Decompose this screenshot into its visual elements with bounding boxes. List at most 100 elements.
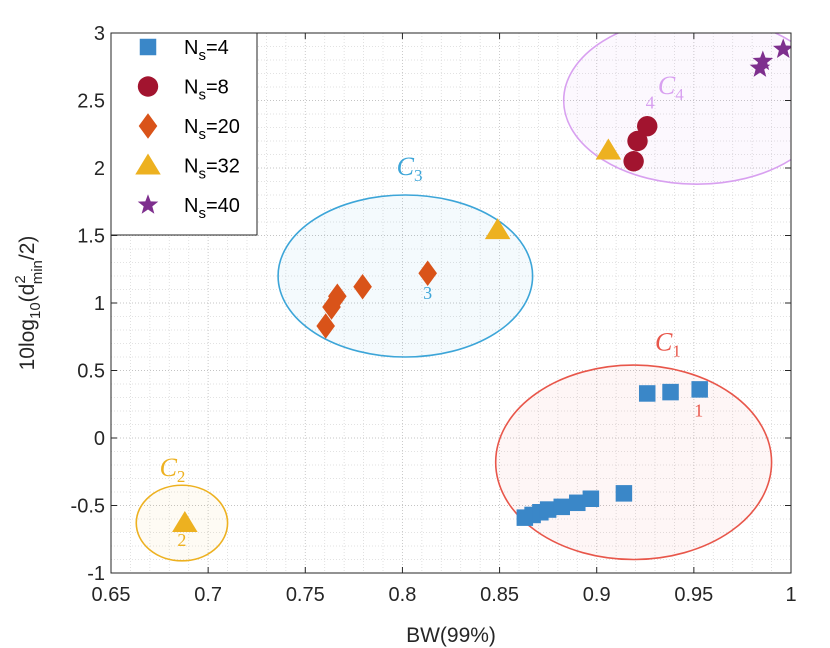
y-axis-title-lead: 10log [16,319,39,370]
data-point-diamond [322,294,341,320]
y-tick-label: 0.5 [77,361,105,383]
legend-marker-star [137,194,159,214]
legend-label-main: N [184,116,198,138]
legend-label-value: =4 [206,37,229,59]
series-star [749,38,791,77]
series-circle [623,115,658,172]
data-point-diamond [353,274,372,300]
data-series [172,38,791,533]
data-point-square [553,498,570,516]
x-tick-label: 0.7 [194,584,222,606]
data-point-triangle [484,218,511,240]
cluster-label-letter: C [160,453,178,482]
y-tick-label: 1.5 [77,226,105,248]
data-point-triangle [595,138,622,160]
data-point-square [615,485,633,502]
cluster-point-label-4: 4 [646,93,655,113]
data-point-star [752,50,774,71]
cluster-label-subscript: 3 [414,166,423,185]
data-point-circle [627,130,648,152]
axis-ticks: 0.65 0.7 0.75 0.8 0.85 0.9 0.95 1 -1 -0.5 0 0.5 1 1.5… [71,23,797,606]
x-tick-label: 0.8 [389,584,417,606]
y-axis-title-sub: 10 [27,302,44,319]
cluster-ellipse-4 [562,33,791,185]
cluster-ellipse-1 [494,364,773,561]
y-tick-label: 0 [94,428,105,450]
legend-entry-label: Ns=4 [184,37,229,64]
data-point-diamond [316,313,335,339]
legend-entry-label: Ns=20 [184,116,240,143]
legend-entry-label: Ns=8 [184,77,229,104]
legend-label-sub: s [198,166,206,183]
y-axis-title-sub-min: min [29,260,46,284]
x-tick-label: 1 [785,584,796,606]
x-tick-label: 0.9 [583,584,611,606]
legend-box [110,32,258,236]
legend-marker-square [139,38,157,56]
cluster-label-3: C3 [397,152,423,185]
data-point-diamond [418,260,437,287]
legend-label-main: N [184,37,198,59]
legend-marker-diamond [138,113,158,139]
legend-label-main: N [184,156,198,178]
cluster-label-subscript: 2 [177,467,186,486]
legend-label-sub: s [198,126,206,143]
y-axis-title-paren: (d [16,284,39,303]
data-point-square [638,385,656,402]
y-tick-label: 1 [94,293,105,315]
x-tick-label: 0.85 [480,584,519,606]
cluster-point-label-2: 2 [177,530,186,550]
legend-entry-label: Ns=40 [184,195,240,222]
legend-label-value: =20 [206,116,240,138]
cluster-label-letter: C [658,71,676,100]
x-tick-label: 0.95 [674,584,713,606]
y-tick-label: 2 [94,158,105,180]
data-point-triangle [172,511,198,533]
y-tick-label: 2.5 [77,91,105,113]
data-point-square [582,490,600,507]
data-point-square [691,381,708,398]
cluster-label-1: C1 [655,327,681,360]
cluster-label-letter: C [655,327,673,356]
legend-label-sub: s [198,47,206,64]
legend-label-value: =40 [206,195,240,217]
legend-label-value: =8 [206,77,229,99]
legend-entry-label: Ns=32 [184,156,240,183]
data-point-circle [637,115,658,137]
y-tick-label: 3 [94,23,105,45]
legend-label-main: N [184,195,198,217]
data-point-circle [623,151,644,172]
series-diamond [316,260,437,339]
y-axis-title-sup: 2 [12,275,29,283]
cluster-label-2: C2 [160,453,186,486]
data-point-diamond [328,283,347,309]
legend-marker-circle [137,76,159,97]
legend-label-sub: s [198,87,206,104]
cluster-point-label-3: 3 [423,283,432,303]
cluster-point-label-1: 1 [694,400,703,420]
x-tick-label: 0.65 [92,584,131,606]
y-tick-label: -0.5 [71,496,105,518]
series-square [516,381,708,526]
y-axis-title-tail: /2) [16,236,39,261]
legend-label-value: =32 [206,156,240,178]
data-point-square [539,501,557,518]
y-axis-title: 10log10(d2min/2) [12,236,46,371]
cluster-label-subscript: 1 [672,341,681,360]
legend-label-main: N [184,77,198,99]
x-axis-title: BW(99%) [406,624,496,647]
cluster-label-subscript: 4 [675,85,684,104]
cluster-label-4: C4 [658,71,684,104]
x-tick-label: 0.75 [286,584,325,606]
data-point-square [662,383,679,401]
cluster-label-letter: C [397,152,415,181]
series-triangle [172,138,622,533]
y-tick-label: -1 [87,563,105,585]
legend-marker-triangle [135,153,161,175]
cluster-ellipse-3 [277,194,534,358]
legend-label-sub: s [198,205,206,222]
data-point-square [569,494,586,512]
